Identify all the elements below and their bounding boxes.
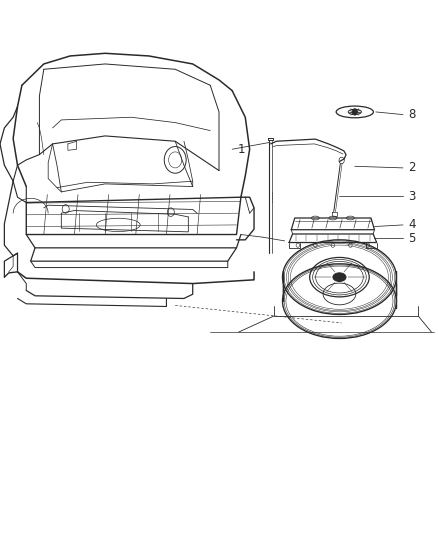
Text: 3: 3 bbox=[408, 190, 416, 203]
Circle shape bbox=[352, 109, 357, 115]
Text: 2: 2 bbox=[408, 161, 416, 174]
Text: 5: 5 bbox=[408, 232, 416, 245]
Text: 8: 8 bbox=[408, 108, 416, 121]
Text: 1: 1 bbox=[237, 143, 245, 156]
Ellipse shape bbox=[333, 273, 346, 281]
Text: 4: 4 bbox=[408, 219, 416, 231]
